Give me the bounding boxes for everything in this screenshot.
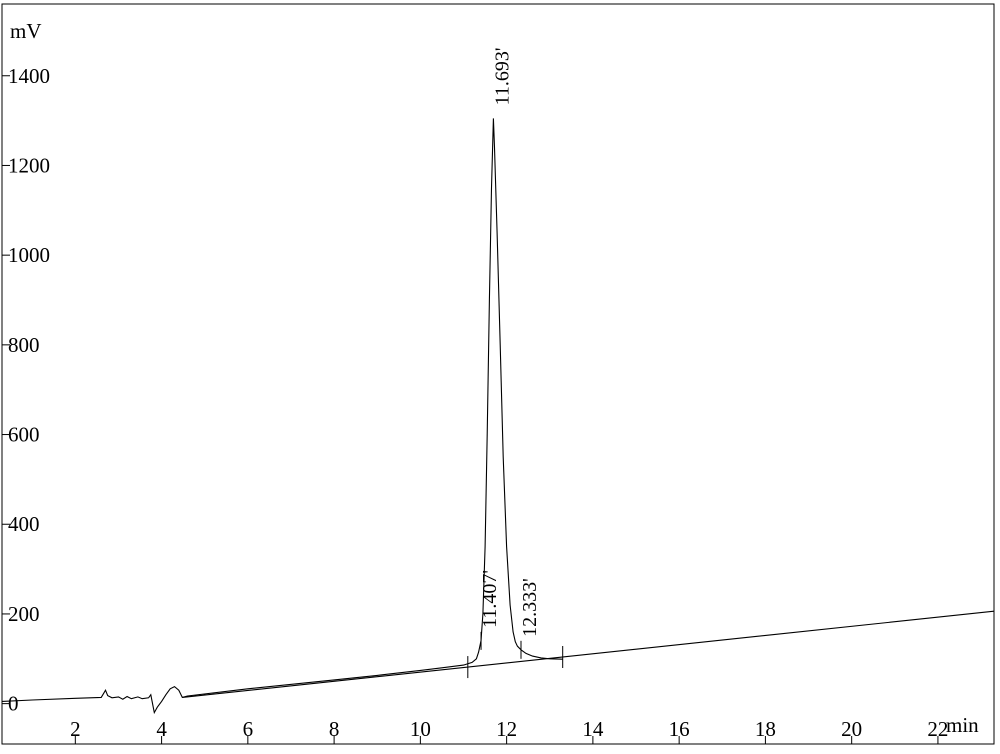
- y-tick-label: 1400: [8, 64, 50, 88]
- peak-label: 11.693': [491, 47, 513, 105]
- y-tick-label: 1000: [8, 243, 50, 267]
- x-tick-label: 16: [669, 717, 690, 741]
- signal-trace: [1, 118, 563, 715]
- x-tick-label: 6: [243, 717, 254, 741]
- y-tick-label: 0: [8, 692, 19, 716]
- x-tick-label: 8: [329, 717, 340, 741]
- x-tick-label: 12: [496, 717, 517, 741]
- y-tick-label: 600: [8, 423, 40, 447]
- x-tick-label: 20: [841, 717, 862, 741]
- x-tick-label: 22: [927, 717, 948, 741]
- y-tick-label: 200: [8, 602, 40, 626]
- peak-label: 11.407': [479, 570, 501, 628]
- integration-markers: [467, 631, 564, 679]
- y-axis-label: mV: [10, 19, 42, 43]
- x-axis-label: min: [946, 713, 979, 737]
- y-tick-label: 800: [8, 333, 40, 357]
- x-tick-label: 18: [755, 717, 776, 741]
- x-tick-label: 14: [582, 717, 604, 741]
- plot-frame: [1, 3, 995, 745]
- baseline-trace: [182, 610, 995, 698]
- y-tick-label: 400: [8, 512, 40, 536]
- y-tick-label: 1200: [8, 153, 50, 177]
- x-tick-label: 2: [70, 717, 81, 741]
- peak-labels: 11.693' 11.407' 12.333': [479, 47, 541, 636]
- x-tick-label: 4: [156, 717, 167, 741]
- trace-group: [1, 118, 995, 715]
- x-tick-label: 10: [410, 717, 431, 741]
- axis-ticks: 2 4 6 8 10 12 14 16 18 20 22 0 200 400 600 800 1000 1200 1…: [2, 64, 948, 744]
- peak-label: 12.333': [519, 578, 541, 637]
